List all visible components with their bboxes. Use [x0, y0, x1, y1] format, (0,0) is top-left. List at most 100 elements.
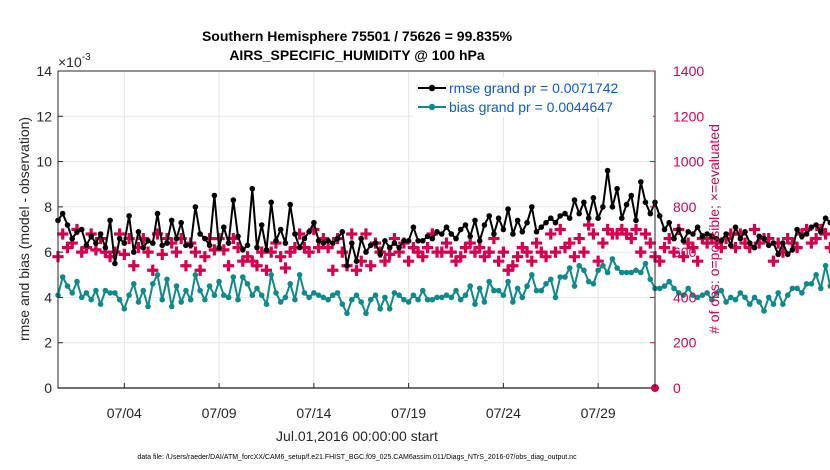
obs-count-point — [516, 242, 528, 254]
x-tick-label: 07/24 — [486, 405, 521, 421]
obs-count-point — [630, 223, 642, 236]
bias-point — [548, 276, 554, 283]
bias-point — [600, 262, 606, 269]
rmse-point — [258, 222, 265, 228]
obs-count-point — [275, 251, 287, 263]
rmse-point — [519, 229, 526, 235]
rmse-point — [197, 231, 203, 237]
rmse-point — [187, 242, 194, 249]
rmse-point — [600, 204, 606, 210]
bias-point — [339, 301, 346, 308]
legend-box — [413, 77, 653, 117]
bias-point — [443, 292, 450, 299]
x-tick-label: 07/29 — [581, 405, 616, 421]
rmse-point — [145, 238, 151, 244]
y-right-tick-label: 200 — [673, 335, 697, 351]
rmse-point — [206, 242, 213, 249]
obs-count-point — [450, 255, 462, 267]
rmse-point — [159, 242, 165, 249]
obs-count-point — [810, 232, 822, 245]
bias-point — [353, 292, 360, 299]
rmse-point — [154, 210, 161, 217]
bias-point — [704, 290, 710, 296]
rmse-point — [439, 231, 445, 237]
legend: rmse grand pr = 0.0071742 bias grand pr … — [413, 77, 653, 117]
obs-count-point — [587, 228, 600, 240]
rmse-point — [202, 235, 208, 242]
rmse-point — [306, 229, 312, 235]
y-left-tick-label: 2 — [44, 335, 52, 351]
rmse-point — [761, 235, 767, 242]
rmse-point — [723, 231, 729, 237]
rmse-point — [827, 219, 830, 226]
obs-count-point — [687, 242, 699, 254]
x-axis-label: Jul.01,2016 00:00:00 start — [276, 428, 438, 444]
rmse-point — [268, 199, 275, 206]
rmse-point — [756, 233, 762, 240]
obs-count-point — [573, 232, 585, 245]
bias-point — [296, 272, 303, 278]
rmse-point — [112, 260, 118, 267]
obs-count-point — [459, 242, 472, 254]
rmse-point — [737, 235, 744, 242]
rmse-point — [377, 251, 384, 258]
obs-count-point — [545, 228, 557, 240]
bias-point — [59, 274, 66, 280]
obs-count-point — [57, 228, 69, 240]
rmse-point — [434, 229, 440, 235]
rmse-point — [382, 238, 388, 244]
rmse-point — [69, 235, 75, 242]
bias-point — [424, 296, 431, 303]
rmse-point — [211, 192, 218, 199]
rmse-point — [107, 217, 113, 224]
obs-count-point — [658, 242, 671, 254]
y-left-tick-label: 8 — [44, 199, 52, 215]
obs-count-point — [767, 255, 780, 267]
y-left-tick-label: 12 — [36, 108, 52, 124]
bias-point — [349, 296, 355, 303]
bias-point — [585, 278, 592, 285]
rmse-point — [799, 233, 805, 240]
obs-count-point — [521, 246, 533, 258]
bias-point — [140, 287, 147, 294]
rmse-point — [401, 238, 407, 244]
rmse-point — [529, 204, 535, 210]
obs-count-point — [568, 251, 581, 263]
obs-count-point — [412, 246, 424, 258]
rmse-point — [363, 249, 369, 255]
rmse-point — [808, 224, 815, 230]
obs-count-point — [511, 251, 524, 263]
rmse-point — [780, 240, 786, 246]
obs-count-point — [384, 248, 396, 261]
bias-point — [235, 296, 241, 303]
obs-count-point — [559, 242, 571, 254]
y-left-tick-label: 0 — [44, 380, 52, 396]
rmse-point — [685, 229, 691, 235]
obs-count-point — [246, 255, 258, 267]
bias-point — [770, 301, 777, 308]
y-exponent-base: ×10 — [58, 54, 82, 70]
rmse-point — [604, 167, 611, 174]
bias-point — [135, 299, 142, 305]
x-axis-ticks: 07/04 07/09 07/14 07/19 07/24 07/29 — [107, 383, 616, 421]
y-left-tick-label: 14 — [36, 63, 52, 79]
bias-point — [747, 301, 753, 308]
y-right-tick-label: 0 — [673, 380, 681, 396]
bias-point — [495, 287, 502, 294]
rmse-point — [296, 244, 303, 251]
rmse-point — [315, 238, 322, 244]
obs-count-point — [445, 246, 457, 258]
obs-count-point — [554, 223, 566, 236]
legend-bias-marker — [428, 103, 436, 111]
legend-rmse-marker — [428, 84, 436, 92]
rmse-point — [524, 219, 530, 226]
obs-count-point — [194, 264, 206, 276]
rmse-point — [495, 215, 502, 221]
rmse-point — [666, 219, 672, 226]
rmse-point — [623, 201, 630, 208]
y-right-tick-label: 800 — [673, 199, 697, 215]
rmse-point — [244, 242, 251, 249]
y-exponent-power: -3 — [82, 52, 91, 63]
obs-count-point — [260, 264, 273, 276]
